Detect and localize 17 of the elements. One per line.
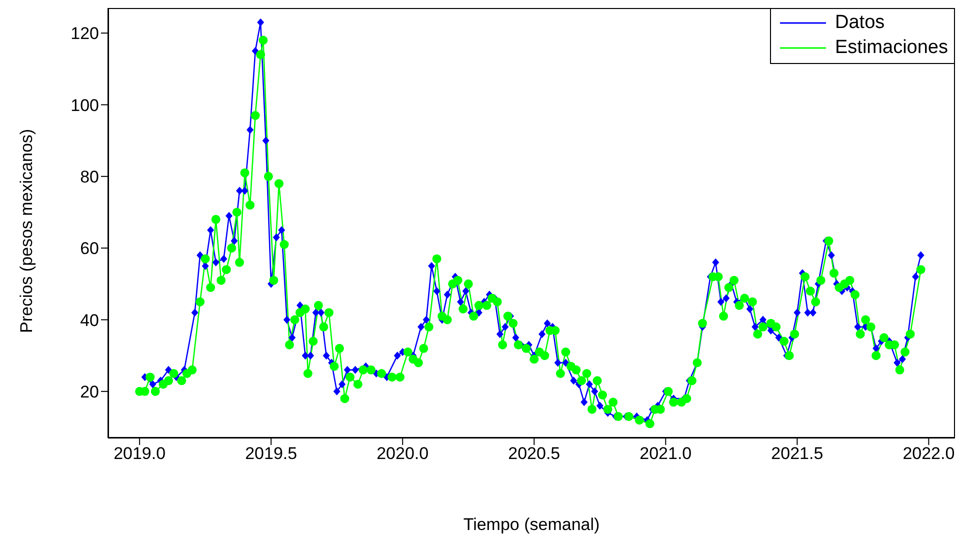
legend-label: Datos	[835, 11, 885, 35]
y-tick-label: 60	[80, 239, 99, 258]
y-tick-label: 40	[80, 310, 99, 330]
x-axis-title: Tiempo (semanal)	[463, 515, 600, 534]
x-tick-label: 2019.0	[114, 444, 166, 464]
y-tick-label: 80	[80, 167, 99, 186]
x-tick-label: 2022.0	[902, 444, 955, 464]
x-tick-label: 2020.5	[508, 444, 560, 464]
x-tick-label: 2021.5	[771, 444, 824, 464]
y-axis-title: Precios (pesos mexicanos)	[17, 128, 36, 333]
y-tick-label: 120	[70, 24, 99, 44]
y-tick-label: 100	[70, 96, 99, 115]
x-tick-label: 2021.0	[640, 444, 692, 464]
x-tick-label: 2019.5	[245, 444, 298, 464]
x-tick-label: 2020.0	[376, 444, 429, 464]
legend-label: Estimaciones	[835, 36, 948, 60]
y-tick-label: 20	[80, 382, 99, 402]
